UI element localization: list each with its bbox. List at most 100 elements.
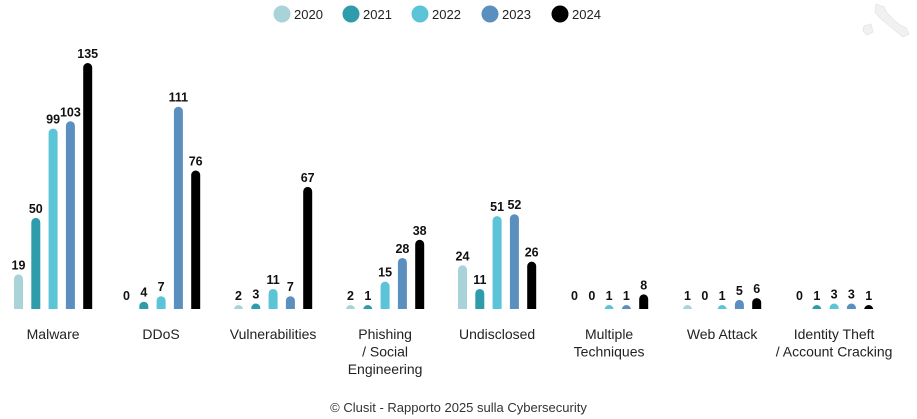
bar-7-2024 <box>864 305 874 310</box>
value-label-0-2022: 99 <box>46 113 60 127</box>
bar-7-2023 <box>846 303 856 309</box>
bar-5-2024 <box>639 294 649 309</box>
bars-layer <box>14 63 874 310</box>
value-label-2-2023: 7 <box>287 280 294 294</box>
category-label-line: Malware <box>27 326 80 342</box>
bar-1-2024 <box>191 170 201 309</box>
value-label-6-2022: 1 <box>719 289 726 303</box>
legend-item-2020: 2020 <box>273 5 323 23</box>
value-label-0-2023: 103 <box>60 105 81 119</box>
value-label-5-2023: 1 <box>623 289 630 303</box>
value-label-6-2021: 0 <box>701 289 708 303</box>
value-label-1-2024: 76 <box>189 155 203 169</box>
legend-swatch-2023 <box>481 5 499 23</box>
category-label-line: Multiple <box>585 326 633 342</box>
value-label-4-2023: 52 <box>507 198 521 212</box>
category-label-2: Vulnerabilities <box>230 326 317 342</box>
category-label-line: Phishing <box>358 326 412 342</box>
value-label-3-2021: 1 <box>364 289 371 303</box>
bar-4-2020 <box>458 265 467 309</box>
legend-item-2023: 2023 <box>481 5 531 23</box>
value-label-2-2022: 11 <box>266 273 279 287</box>
legend-label-2024: 2024 <box>572 7 601 22</box>
bar-0-2023 <box>65 121 75 309</box>
bar-2-2024 <box>303 186 313 309</box>
bar-5-2021 <box>587 305 596 310</box>
bar-4-2022 <box>492 216 502 309</box>
bar-3-2021 <box>363 305 373 310</box>
category-label-line: Techniques <box>574 344 645 360</box>
value-label-4-2022: 51 <box>490 200 504 214</box>
bar-4-2024 <box>527 261 537 309</box>
bar-1-2020 <box>122 305 131 310</box>
legend-item-2021: 2021 <box>342 5 392 23</box>
bar-1-2021 <box>139 301 149 309</box>
value-label-7-2024: 1 <box>865 289 872 303</box>
bar-7-2022 <box>829 303 839 309</box>
bar-6-2021 <box>700 305 709 310</box>
value-label-0-2020: 19 <box>12 258 26 272</box>
value-label-7-2022: 3 <box>831 288 838 302</box>
category-label-1: DDoS <box>142 326 179 342</box>
legend-item-2022: 2022 <box>411 5 461 23</box>
bar-2-2021 <box>251 303 261 309</box>
legend-swatch-2020 <box>273 5 291 23</box>
value-label-1-2021: 4 <box>140 286 147 300</box>
value-label-7-2023: 3 <box>848 288 855 302</box>
value-label-3-2020: 2 <box>347 289 354 303</box>
legend-label-2022: 2022 <box>432 7 461 22</box>
legend: 2020 2021 2022 2023 2024 <box>273 5 601 23</box>
bar-6-2024 <box>752 298 762 309</box>
bar-5-2020 <box>570 305 579 310</box>
category-label-line: Engineering <box>348 361 423 377</box>
value-label-1-2020: 0 <box>123 289 130 303</box>
value-label-4-2021: 11 <box>473 273 486 287</box>
value-label-1-2023: 111 <box>169 91 189 105</box>
value-label-5-2020: 0 <box>571 289 578 303</box>
value-label-4-2024: 26 <box>525 246 539 260</box>
value-label-6-2020: 1 <box>684 289 691 303</box>
category-label-line: Identity Theft <box>794 326 875 342</box>
value-label-3-2024: 38 <box>413 224 427 238</box>
category-label-line: DDoS <box>142 326 179 342</box>
category-label-5: Multiple Techniques <box>574 326 645 360</box>
bar-2-2020 <box>234 305 243 310</box>
category-label-line: Undisclosed <box>459 326 535 342</box>
value-label-5-2021: 0 <box>588 289 595 303</box>
legend-label-2021: 2021 <box>363 7 392 22</box>
value-label-7-2020: 0 <box>796 289 803 303</box>
bar-2-2022 <box>268 288 278 309</box>
value-label-0-2021: 50 <box>29 202 43 216</box>
value-label-2-2021: 3 <box>252 288 259 302</box>
legend-label-2020: 2020 <box>294 7 323 22</box>
bar-7-2021 <box>812 305 822 310</box>
category-label-7: Identity Theft / Account Cracking <box>776 326 893 360</box>
copyright-credit: © Clusit - Rapporto 2025 sulla Cybersecu… <box>330 400 587 415</box>
legend-swatch-2021 <box>342 5 360 23</box>
category-label-0: Malware <box>27 326 80 342</box>
bar-6-2020 <box>683 305 692 310</box>
bar-0-2021 <box>31 217 41 309</box>
bar-1-2023 <box>173 106 183 309</box>
value-label-3-2023: 28 <box>395 242 409 256</box>
bar-6-2022 <box>717 305 727 310</box>
bar-5-2023 <box>621 305 631 310</box>
bar-1-2022 <box>156 296 166 309</box>
category-labels-layer: Malware DDoS Vulnerabilities Phishing / Soci… <box>27 326 893 377</box>
bar-0-2020 <box>14 274 23 309</box>
value-label-2-2020: 2 <box>235 289 242 303</box>
category-label-line: / Social <box>362 344 408 360</box>
bar-3-2023 <box>397 257 407 309</box>
bar-3-2020 <box>346 305 355 310</box>
bar-7-2020 <box>795 305 804 310</box>
value-label-5-2024: 8 <box>640 278 647 292</box>
value-label-6-2024: 6 <box>753 282 760 296</box>
bar-4-2021 <box>475 288 485 309</box>
value-label-1-2022: 7 <box>158 280 165 294</box>
category-label-4: Undisclosed <box>459 326 535 342</box>
bar-2-2023 <box>285 296 295 309</box>
bar-3-2022 <box>380 281 390 309</box>
bar-0-2022 <box>48 128 58 309</box>
bar-0-2024 <box>83 63 93 309</box>
